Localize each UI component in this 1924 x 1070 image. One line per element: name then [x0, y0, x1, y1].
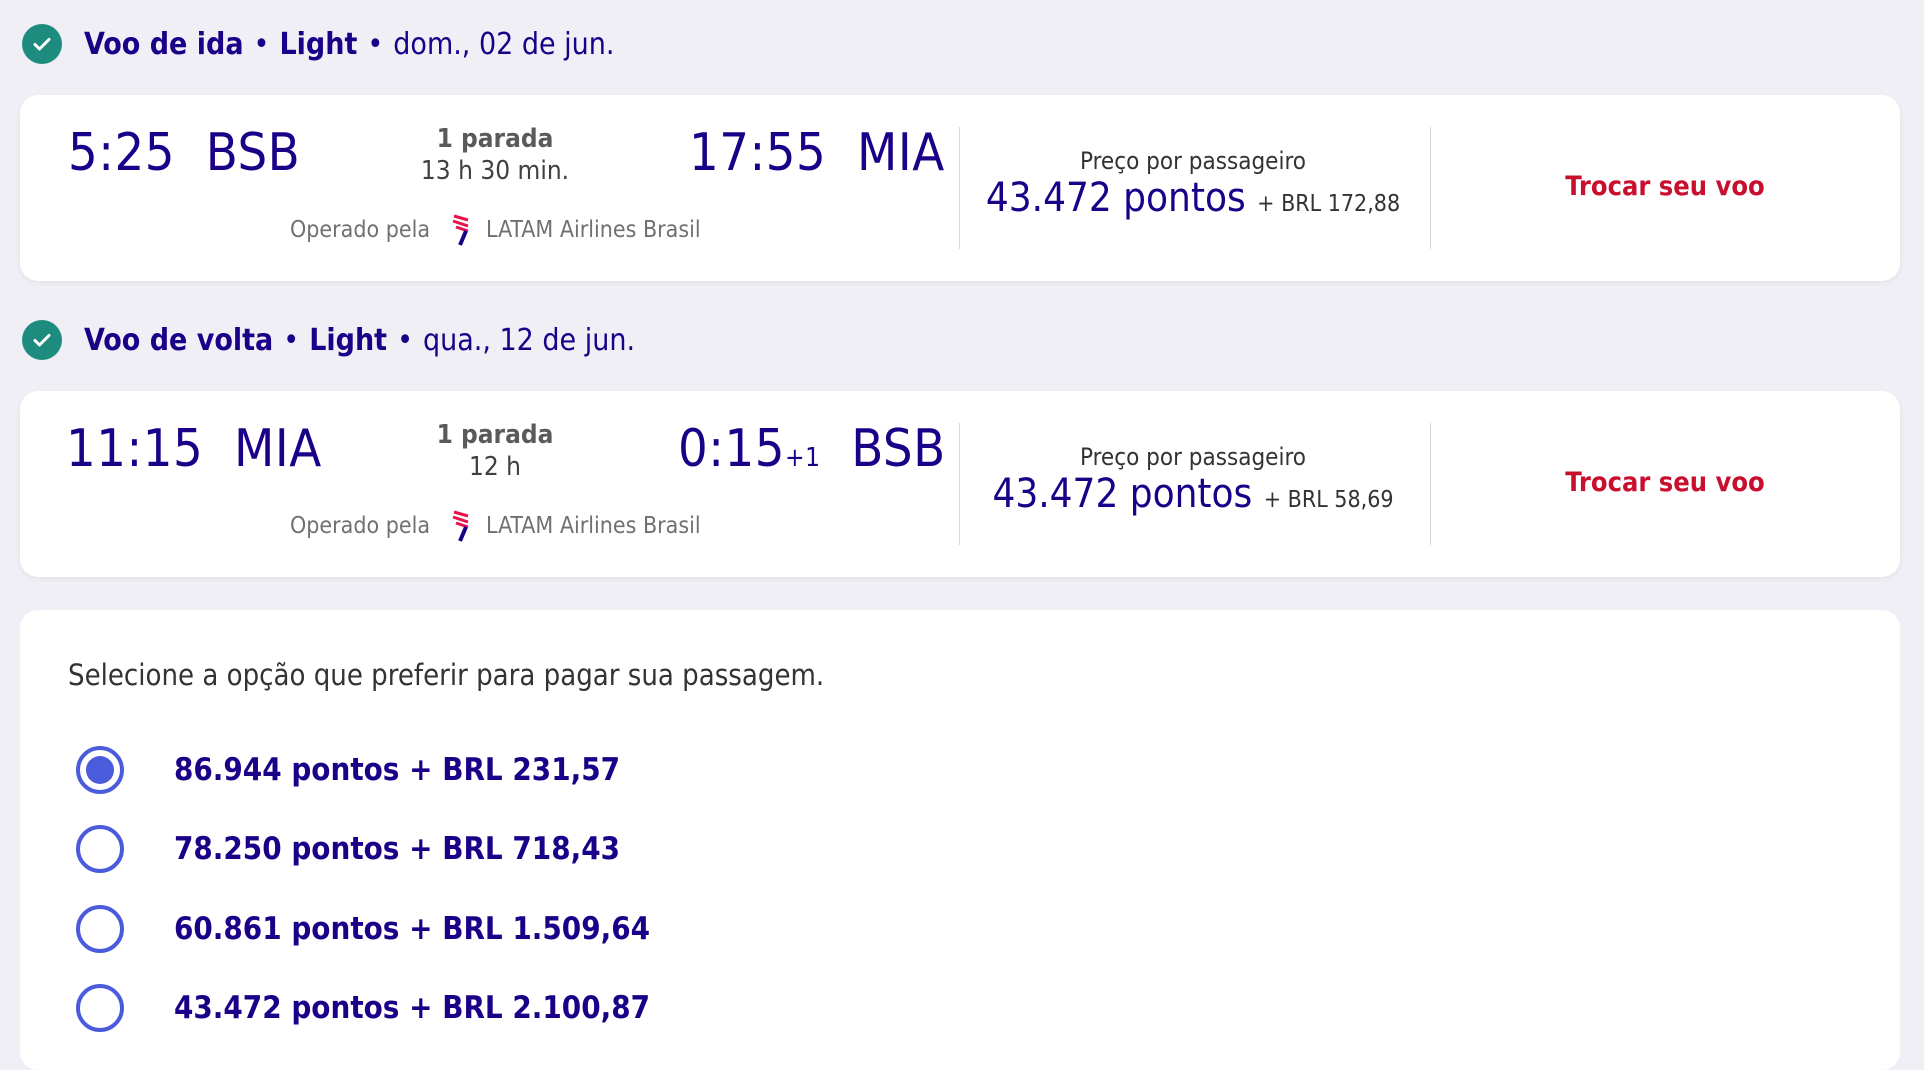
latam-logo-icon	[452, 510, 469, 542]
departure-time: 11:15	[66, 419, 204, 479]
inbound-header: Voo de volta • Light • qua., 12 de jun.	[22, 320, 635, 360]
operated-by: Operado pela LATAM Airlines Brasil	[290, 509, 701, 543]
divider	[1430, 423, 1431, 545]
departure-airport: MIA	[234, 419, 322, 479]
price-per-passenger: Preço por passageiro 43.472 pontos + BRL…	[960, 443, 1426, 517]
option-label: 86.944 pontos + BRL 231,57	[174, 752, 621, 788]
divider	[959, 127, 960, 249]
price-label: Preço por passageiro	[1079, 443, 1307, 471]
airline-name: LATAM Airlines Brasil	[486, 217, 701, 243]
change-flight-button[interactable]: Trocar seu voo	[1565, 467, 1765, 498]
arrival: 0:15+1 BSB	[678, 419, 946, 479]
departure: 5:25 BSB	[68, 123, 300, 183]
radio-button[interactable]	[76, 825, 124, 873]
outbound-flight-card: 5:25 BSB 1 parada 13 h 30 min. 17:55 MIA …	[20, 95, 1900, 281]
departure-airport: BSB	[205, 123, 301, 183]
arrival-time: 17:55	[689, 123, 827, 183]
check-circle-icon	[22, 24, 62, 64]
fare-name: Light	[279, 26, 358, 62]
arrival: 17:55 MIA	[689, 123, 945, 183]
arrival-airport: BSB	[851, 419, 946, 479]
option-label: 43.472 pontos + BRL 2.100,87	[174, 990, 651, 1026]
radio-button[interactable]	[76, 984, 124, 1032]
operated-by: Operado pela LATAM Airlines Brasil	[290, 213, 701, 247]
latam-logo-icon	[452, 214, 469, 246]
divider	[959, 423, 960, 545]
price-points: 43.472 pontos	[992, 471, 1253, 517]
arrival-time: 0:15	[678, 419, 786, 479]
stops-count: 1 parada	[436, 124, 554, 154]
price-per-passenger: Preço por passageiro 43.472 pontos + BRL…	[960, 147, 1426, 221]
price-extra: + BRL 172,88	[1257, 191, 1401, 217]
airline-name: LATAM Airlines Brasil	[486, 513, 701, 539]
payment-option[interactable]: 86.944 pontos + BRL 231,57	[76, 746, 620, 794]
payment-options-card: Selecione a opção que preferir para paga…	[20, 610, 1900, 1070]
change-flight-button[interactable]: Trocar seu voo	[1565, 171, 1765, 202]
operated-label: Operado pela	[290, 217, 431, 243]
duration: 12 h	[468, 452, 521, 482]
price-points: 43.472 pontos	[985, 175, 1246, 221]
price-extra: + BRL 58,69	[1263, 487, 1394, 513]
payment-question: Selecione a opção que preferir para paga…	[68, 658, 825, 692]
outbound-header: Voo de ida • Light • dom., 02 de jun.	[22, 24, 614, 64]
divider	[1430, 127, 1431, 249]
stops-info: 1 parada 12 h	[395, 419, 595, 483]
option-label: 60.861 pontos + BRL 1.509,64	[174, 911, 651, 947]
option-label: 78.250 pontos + BRL 718,43	[174, 831, 621, 867]
price-label: Preço por passageiro	[1079, 147, 1307, 175]
fare-name: Light	[309, 322, 388, 358]
flight-date: qua., 12 de jun.	[423, 322, 636, 358]
operated-label: Operado pela	[290, 513, 431, 539]
departure-time: 5:25	[68, 123, 176, 183]
payment-option[interactable]: 78.250 pontos + BRL 718,43	[76, 825, 620, 873]
inbound-flight-card: 11:15 MIA 1 parada 12 h 0:15+1 BSB Operad…	[20, 391, 1900, 577]
payment-option[interactable]: 43.472 pontos + BRL 2.100,87	[76, 984, 650, 1032]
day-offset: +1	[785, 443, 821, 473]
check-circle-icon	[22, 320, 62, 360]
departure: 11:15 MIA	[66, 419, 322, 479]
stops-count: 1 parada	[436, 420, 554, 450]
segment-title: Voo de ida	[84, 26, 244, 62]
stops-info: 1 parada 13 h 30 min.	[395, 123, 595, 187]
radio-button[interactable]	[76, 746, 124, 794]
payment-option[interactable]: 60.861 pontos + BRL 1.509,64	[76, 905, 650, 953]
radio-button[interactable]	[76, 905, 124, 953]
segment-title: Voo de volta	[84, 322, 274, 358]
duration: 13 h 30 min.	[420, 156, 570, 186]
arrival-airport: MIA	[857, 123, 945, 183]
flight-date: dom., 02 de jun.	[393, 26, 615, 62]
